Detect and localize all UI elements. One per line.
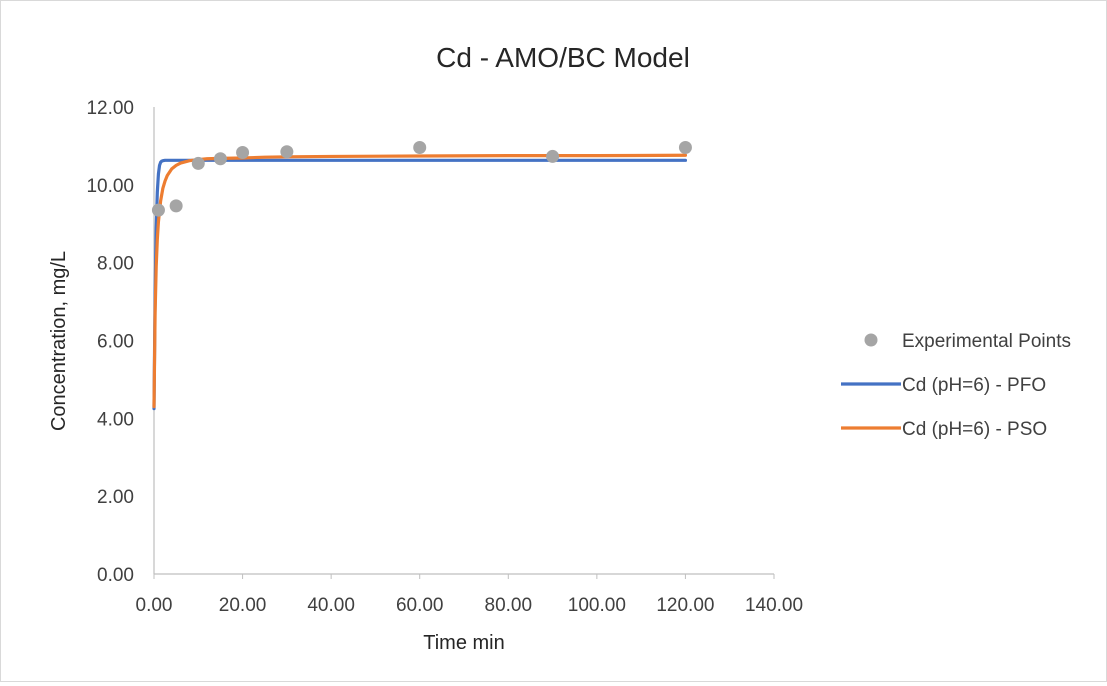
y-tick-label: 8.00 (97, 254, 134, 275)
legend-entry-label: Cd (pH=6) - PFO (902, 375, 1046, 396)
series-line-cd-ph-6-pso (152, 153, 688, 409)
x-tick-label: 40.00 (307, 595, 355, 616)
x-tick-label: 60.00 (396, 595, 444, 616)
legend-entry-label: Experimental Points (902, 331, 1071, 352)
data-point (213, 152, 227, 166)
data-point (169, 199, 183, 213)
legend-marker (864, 333, 878, 347)
series-line-cd-ph-6-pfo (152, 158, 688, 411)
y-tick-label: 12.00 (86, 98, 134, 119)
data-point (280, 145, 294, 159)
data-point (236, 146, 250, 160)
x-tick-label: 100.00 (568, 595, 626, 616)
plot-series (151, 140, 692, 411)
x-tick-label: 20.00 (219, 595, 267, 616)
y-tick-label: 10.00 (86, 176, 134, 197)
x-tick-labels: 0.00 20.00 40.00 60.00 80.00 100.00 120.00 140.… (136, 574, 803, 616)
y-tick-label: 6.00 (97, 332, 134, 353)
y-tick-labels: 0.00 2.00 4.00 6.00 8.00 10.00 12.00 (86, 98, 134, 586)
y-axis-label: Concentration, mg/L (48, 251, 70, 431)
x-tick-label: 140.00 (745, 595, 803, 616)
y-tick-label: 4.00 (97, 409, 134, 430)
x-tick-label: 120.00 (656, 595, 714, 616)
data-point (678, 140, 692, 154)
axes (153, 107, 774, 575)
data-point (191, 156, 205, 170)
x-tick-label: 0.00 (136, 595, 173, 616)
x-axis-label: Time min (423, 632, 504, 654)
legend-entry-label: Cd (pH=6) - PSO (902, 419, 1047, 440)
data-point (546, 149, 560, 163)
legend: Experimental Points Cd (pH=6) - PFO Cd (pH… (841, 331, 1071, 440)
data-point (413, 140, 427, 154)
x-tick-label: 80.00 (485, 595, 533, 616)
y-tick-label: 0.00 (97, 565, 134, 586)
y-tick-label: 2.00 (97, 487, 134, 508)
data-point (151, 203, 165, 217)
chart-title: Cd - AMO/BC Model (436, 42, 690, 73)
